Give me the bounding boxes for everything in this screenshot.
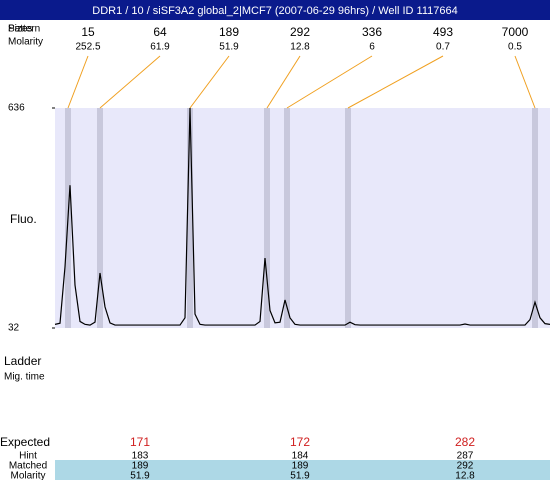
marker-molarity: 12.8 bbox=[290, 42, 310, 53]
expected-value: 172 bbox=[290, 435, 310, 449]
marker-band bbox=[345, 108, 351, 328]
title: DDR1 / 10 / siSF3A2 global_2|MCF7 (2007-… bbox=[92, 5, 457, 17]
marker-size: 7000 bbox=[502, 25, 529, 39]
expected-value: 171 bbox=[130, 435, 150, 449]
molarity-label: Molarity bbox=[8, 37, 43, 48]
marker-size: 64 bbox=[153, 25, 167, 39]
marker-band bbox=[187, 108, 193, 328]
matched-value: 292 bbox=[457, 461, 474, 472]
marker-molarity: 0.7 bbox=[436, 42, 450, 53]
size-label: Sizes bbox=[8, 24, 32, 35]
marker-size: 493 bbox=[433, 25, 453, 39]
leader-line bbox=[67, 55, 89, 109]
leader-line bbox=[99, 55, 161, 109]
title-bar bbox=[0, 0, 550, 20]
mig-time-label: Mig. time bbox=[4, 372, 45, 383]
molarity-value: 51.9 bbox=[290, 471, 310, 480]
expected-value: 282 bbox=[455, 435, 475, 449]
hint-value: 183 bbox=[132, 451, 149, 462]
marker-molarity: 51.9 bbox=[219, 42, 239, 53]
molarity-value: 12.8 bbox=[455, 471, 475, 480]
molarity-row-label: Molarity bbox=[10, 471, 45, 480]
marker-size: 15 bbox=[81, 25, 95, 39]
hint-value: 287 bbox=[457, 451, 474, 462]
leader-line bbox=[189, 55, 230, 109]
plot-area bbox=[55, 108, 550, 328]
matched-label: Matched bbox=[9, 461, 47, 472]
marker-band bbox=[97, 108, 103, 328]
marker-size: 292 bbox=[290, 25, 310, 39]
y-tick-label: 636 bbox=[8, 103, 25, 114]
matched-value: 189 bbox=[292, 461, 309, 472]
marker-size: 189 bbox=[219, 25, 239, 39]
pattern-label: Pattern bbox=[8, 24, 40, 35]
ladder-label: Ladder bbox=[4, 354, 41, 368]
expected-label: Expected bbox=[0, 435, 50, 449]
marker-size: 336 bbox=[362, 25, 382, 39]
y-tick-label: 32 bbox=[8, 323, 20, 334]
marker-molarity: 0.5 bbox=[508, 42, 522, 53]
molarity-value: 51.9 bbox=[130, 471, 150, 480]
marker-molarity: 61.9 bbox=[150, 42, 170, 53]
hint-value: 184 bbox=[292, 451, 309, 462]
hint-label: Hint bbox=[19, 451, 37, 462]
y-axis-label: Fluo. bbox=[10, 212, 37, 226]
leader-line bbox=[347, 55, 444, 109]
marker-molarity: 6 bbox=[369, 42, 375, 53]
matched-value: 189 bbox=[132, 461, 149, 472]
leader-line bbox=[266, 55, 301, 109]
marker-band bbox=[264, 108, 270, 328]
marker-molarity: 252.5 bbox=[75, 42, 100, 53]
marker-band bbox=[532, 108, 538, 328]
trace bbox=[54, 107, 550, 326]
matched-row-bg bbox=[55, 460, 550, 480]
leader-line bbox=[286, 55, 373, 109]
marker-band bbox=[284, 108, 290, 328]
leader-line bbox=[514, 55, 536, 109]
